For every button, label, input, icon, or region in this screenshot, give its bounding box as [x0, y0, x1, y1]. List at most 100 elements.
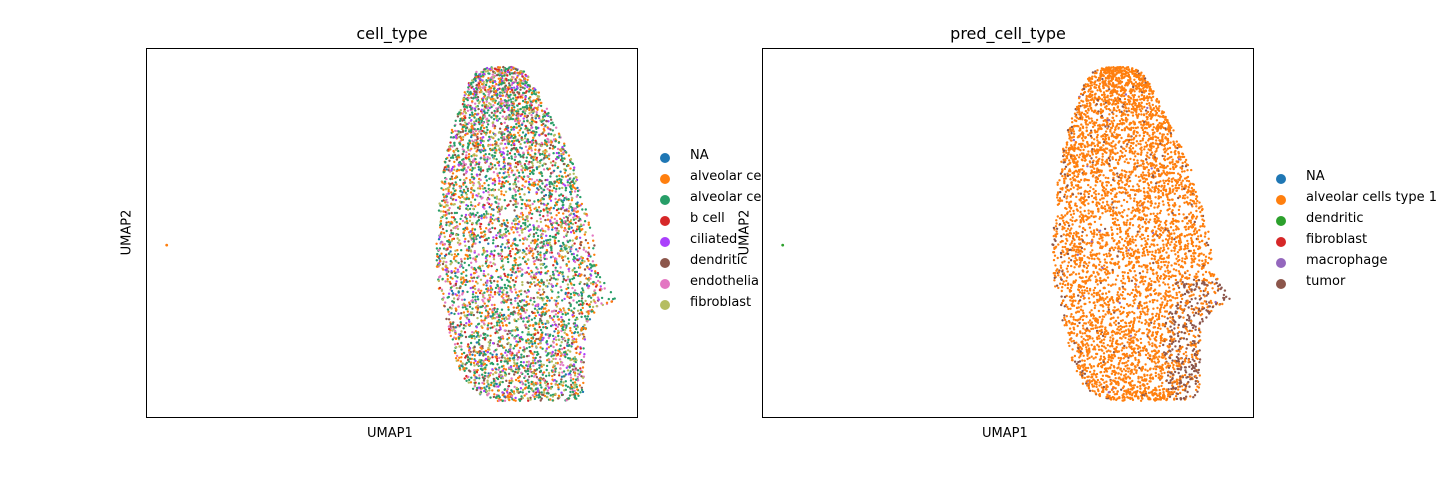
- scatter-point: [530, 362, 533, 365]
- scatter-point: [588, 303, 591, 306]
- scatter-point: [523, 299, 526, 302]
- scatter-point: [530, 110, 533, 114]
- scatter-point: [553, 373, 556, 376]
- scatter-point: [515, 364, 519, 368]
- scatter-point: [515, 215, 518, 218]
- scatter-point: [460, 345, 463, 348]
- scatter-point: [546, 214, 549, 217]
- scatter-point: [555, 219, 559, 223]
- scatter-point: [557, 291, 560, 294]
- scatter-point: [510, 72, 514, 75]
- scatter-point: [560, 178, 563, 181]
- scatter-point: [508, 357, 511, 360]
- scatter-point: [465, 269, 468, 272]
- scatter-point: [509, 301, 513, 305]
- scatter-point: [565, 333, 568, 336]
- scatter-point: [459, 196, 462, 200]
- scatter-point: [564, 291, 567, 295]
- scatter-point: [462, 150, 465, 153]
- scatter-point: [501, 151, 505, 154]
- scatter-point: [532, 375, 536, 378]
- scatter-point: [537, 98, 540, 101]
- scatter-point: [456, 237, 459, 240]
- scatter-point: [535, 231, 538, 235]
- scatter-point: [524, 98, 527, 101]
- scatter-point: [449, 246, 453, 249]
- scatter-point: [546, 187, 549, 191]
- scatter-point: [522, 242, 525, 245]
- scatter-point: [467, 323, 471, 327]
- scatter-point: [529, 89, 532, 92]
- scatter-point: [563, 346, 566, 350]
- scatter-point: [465, 193, 468, 196]
- scatter-point: [480, 83, 484, 86]
- scatter-point: [498, 290, 502, 293]
- scatter-point: [450, 128, 454, 132]
- scatter-point: [521, 82, 524, 85]
- scatter-point: [527, 191, 531, 194]
- scatter-point: [482, 216, 486, 219]
- scatter-point: [449, 182, 452, 186]
- scatter-point: [465, 123, 468, 126]
- scatter-point: [521, 99, 525, 103]
- scatter-point: [443, 305, 446, 308]
- scatter-point: [587, 221, 590, 224]
- scatter-point: [459, 334, 462, 337]
- scatter-point: [551, 189, 554, 192]
- scatter-point: [574, 378, 578, 381]
- scatter-point: [514, 299, 517, 303]
- scatter-point: [475, 173, 479, 176]
- scatter-point: [549, 243, 552, 247]
- scatter-point: [525, 104, 528, 107]
- scatter-point: [500, 255, 504, 258]
- scatter-point: [488, 114, 491, 117]
- scatter-point: [456, 342, 459, 345]
- scatter-point: [446, 278, 449, 281]
- scatter-point: [480, 214, 483, 217]
- scatter-point: [524, 311, 527, 314]
- scatter-point: [524, 109, 527, 113]
- scatter-point: [456, 276, 459, 279]
- scatter-point: [549, 128, 552, 131]
- scatter-point: [503, 388, 506, 391]
- scatter-point: [473, 189, 476, 192]
- scatter-point: [518, 256, 521, 259]
- scatter-point: [444, 280, 447, 283]
- scatter-point: [569, 370, 572, 373]
- scatter-point: [572, 311, 575, 315]
- scatter-point: [534, 362, 537, 365]
- scatter-point: [501, 176, 504, 179]
- scatter-point: [470, 203, 473, 207]
- scatter-point: [492, 157, 496, 160]
- scatter-point: [548, 182, 551, 186]
- scatter-point: [546, 126, 549, 129]
- scatter-point: [547, 141, 550, 144]
- scatter-point: [461, 130, 465, 133]
- scatter-point: [525, 291, 528, 294]
- scatter-point: [537, 151, 540, 154]
- scatter-point: [494, 111, 497, 115]
- scatter-point: [524, 260, 527, 263]
- scatter-point: [441, 243, 445, 246]
- scatter-point: [493, 303, 496, 307]
- scatter-point: [517, 125, 521, 128]
- scatter-point: [469, 180, 473, 184]
- scatter-point: [554, 336, 557, 339]
- scatter-point: [559, 363, 562, 366]
- scatter-point: [455, 354, 459, 358]
- scatter-point: [485, 100, 488, 103]
- scatter-point: [531, 371, 534, 375]
- scatter-point: [496, 210, 500, 214]
- scatter-point: [524, 326, 528, 329]
- scatter-point: [570, 345, 573, 348]
- scatter-point: [467, 381, 470, 384]
- scatter-point: [540, 141, 543, 145]
- scatter-point: [522, 178, 525, 181]
- scatter-point: [455, 260, 458, 263]
- scatter-point: [471, 279, 474, 283]
- scatter-point: [498, 321, 501, 324]
- scatter-point: [558, 338, 561, 341]
- scatter-point: [445, 168, 448, 171]
- scatter-point: [573, 389, 576, 393]
- scatter-point: [523, 185, 526, 189]
